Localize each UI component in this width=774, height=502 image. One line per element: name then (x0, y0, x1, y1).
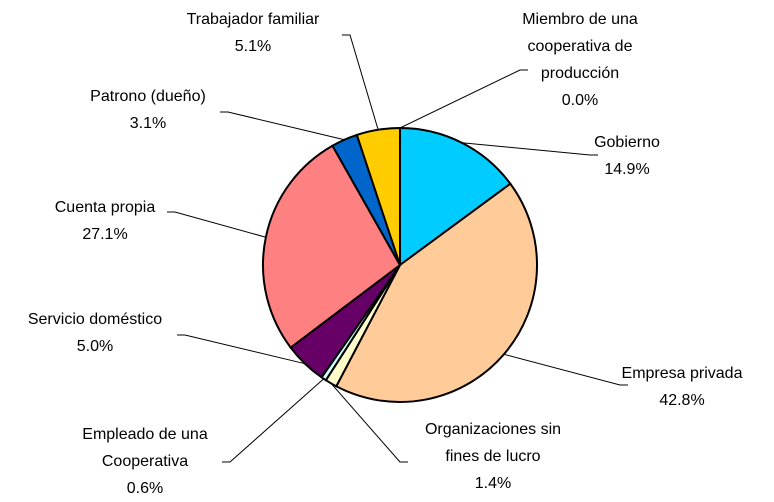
category-name: Cuenta propia (54, 199, 156, 216)
leader-line (177, 334, 306, 365)
slice-label: Empresa privada 42.8% (602, 360, 762, 414)
leader-line (167, 211, 266, 238)
category-name: Empresa privada (621, 365, 743, 382)
leader-line (220, 111, 345, 141)
category-name: Miembro de una cooperativa de producción (522, 11, 638, 82)
leader-line (342, 34, 379, 130)
slice-label: Gobierno 14.9% (567, 129, 687, 183)
slice-label: Miembro de una cooperativa de producción… (505, 6, 655, 114)
leader-line (222, 378, 325, 463)
value-label: 5.0% (76, 338, 114, 355)
slice-label: Empleado de una Cooperativa 0.6% (60, 421, 230, 502)
category-name: Organizaciones sin fines de lucro (424, 421, 562, 465)
category-name: Gobierno (594, 134, 660, 151)
value-label: 27.1% (82, 226, 128, 243)
pie-slice (334, 182, 538, 403)
value-label: 14.9% (604, 161, 650, 178)
value-label: 1.4% (474, 475, 512, 492)
category-name: Servicio doméstico (27, 311, 163, 328)
slice-label: Servicio doméstico 5.0% (0, 306, 190, 360)
leader-line (399, 69, 528, 129)
leader-line (461, 142, 598, 156)
slice-label: Organizaciones sin fines de lucro 1.4% (408, 416, 578, 497)
category-name: Trabajador familiar (186, 11, 320, 28)
pie-slice (262, 144, 402, 350)
slice-label: Cuenta propia 27.1% (30, 194, 180, 248)
slice-label: Trabajador familiar 5.1% (163, 6, 343, 60)
category-name: Patrono (dueño) (90, 88, 206, 105)
slice-label: Patrono (dueño) 3.1% (63, 83, 233, 137)
value-label: 5.1% (234, 38, 272, 55)
value-label: 3.1% (129, 115, 167, 132)
value-label: 0.6% (126, 480, 164, 497)
pie-slice (399, 126, 512, 267)
category-name: Empleado de una Cooperativa (82, 426, 208, 470)
value-label: 42.8% (659, 392, 705, 409)
leader-line (503, 353, 628, 386)
value-label: 0.0% (561, 92, 599, 109)
leader-line (330, 383, 408, 463)
